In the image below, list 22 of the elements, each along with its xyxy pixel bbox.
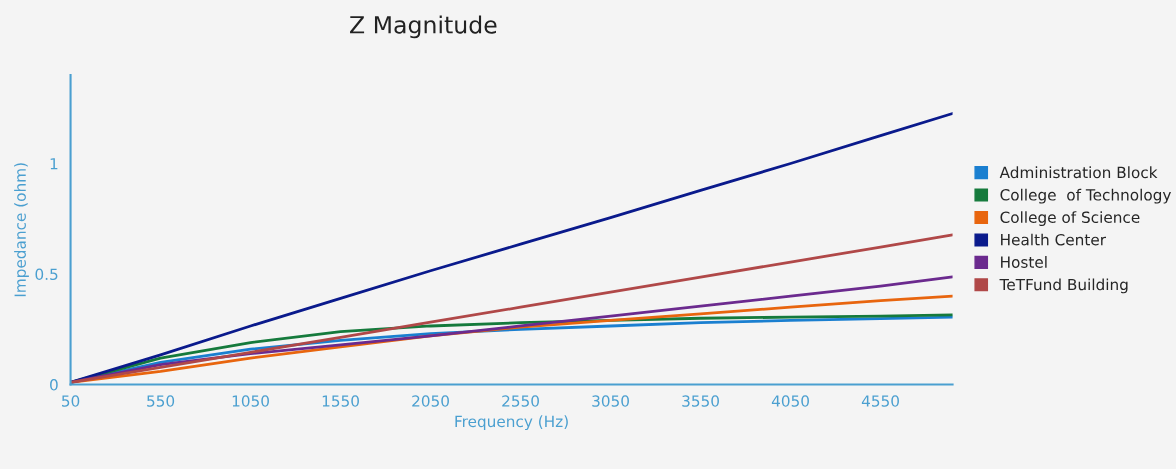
x-tick-label: 1550 (322, 395, 359, 407)
x-tick-label: 4550 (861, 395, 899, 407)
x-tick-label: 2550 (502, 395, 539, 407)
x-tick-label: 4050 (771, 395, 809, 407)
x-tick-label: 3050 (592, 395, 629, 407)
x-axis-title: Frequency (Hz) (455, 415, 568, 431)
y-tick-label: 0 (50, 379, 58, 391)
legend-label: Health Center (1001, 233, 1107, 246)
legend-label: TeTFund Building (999, 278, 1128, 294)
x-tick-label: 1050 (232, 395, 269, 407)
legend-label: Administration Block (999, 166, 1158, 179)
legend-label: College of Science (1000, 211, 1140, 226)
x-tick-label: 550 (147, 395, 175, 407)
chart-title: Z Magnitude (350, 15, 497, 39)
y-tick-label: 0.5 (35, 268, 58, 281)
x-tick-label: 2050 (412, 395, 449, 407)
x-tick-label: 50 (62, 395, 80, 407)
y-tick-label: 1 (50, 158, 58, 170)
x-tick-label: 3550 (682, 395, 719, 407)
legend-label: College of Technology (1000, 188, 1171, 204)
y-axis-title: Impedance (ohm) (14, 163, 29, 297)
legend-label: Hostel (1001, 256, 1047, 268)
